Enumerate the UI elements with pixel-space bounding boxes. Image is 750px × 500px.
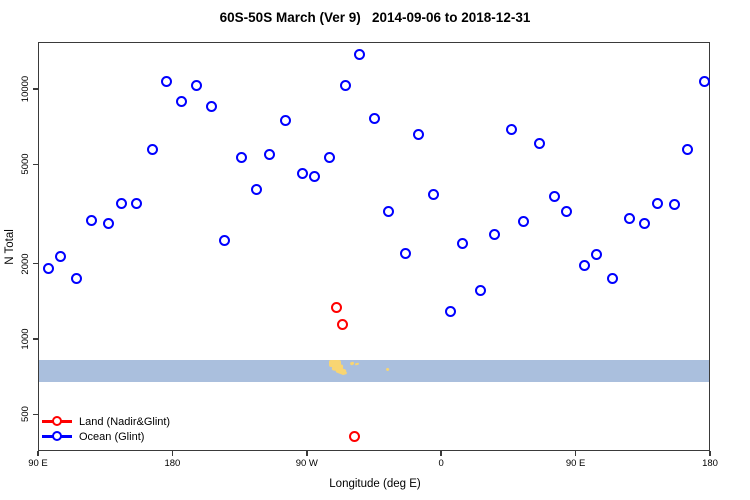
data-point-ocean — [235, 152, 247, 164]
legend: Land (Nadir&Glint) Ocean (Glint) — [42, 414, 170, 444]
data-point-ocean — [263, 149, 275, 161]
legend-item-ocean: Ocean (Glint) — [42, 429, 170, 444]
y-tick-mark — [33, 88, 38, 90]
y-tick-label: 500 — [20, 406, 31, 423]
data-point-ocean — [308, 171, 320, 183]
x-tick-label: 180 — [164, 458, 181, 469]
y-tick-label: 10000 — [20, 75, 31, 103]
data-point-ocean — [668, 199, 680, 211]
x-tick-mark — [171, 451, 174, 456]
data-point-ocean — [86, 214, 98, 226]
data-point-ocean — [623, 213, 635, 225]
x-axis-label: Longitude (deg E) — [329, 478, 421, 490]
y-tick-mark — [33, 413, 38, 415]
latitude-strip-band — [39, 359, 709, 382]
land-legend-symbol — [42, 416, 72, 427]
data-point-ocean — [428, 188, 440, 200]
data-point-ocean — [399, 248, 411, 260]
data-point-ocean — [489, 229, 501, 241]
x-tick-mark — [574, 451, 577, 456]
data-point-ocean — [219, 235, 231, 247]
data-point-ocean — [638, 217, 650, 229]
y-axis-label: N Total — [4, 229, 16, 265]
x-tick-mark — [709, 451, 711, 456]
data-point-ocean — [102, 217, 114, 229]
data-point-ocean — [698, 76, 710, 88]
data-point-ocean — [131, 198, 143, 210]
data-point-ocean — [353, 48, 365, 60]
data-point-ocean — [534, 137, 546, 149]
data-point-ocean — [607, 273, 619, 285]
data-point-ocean — [456, 237, 468, 249]
y-tick-mark — [33, 338, 38, 340]
data-point-ocean — [175, 95, 187, 107]
data-point-ocean — [474, 285, 486, 297]
y-tick-mark — [33, 262, 38, 265]
x-tick-mark — [37, 451, 39, 456]
data-point-ocean — [147, 143, 159, 155]
x-tick-label: 90 E — [28, 458, 48, 469]
legend-item-land: Land (Nadir&Glint) — [42, 414, 170, 429]
data-point-ocean — [250, 183, 262, 195]
data-point-ocean — [591, 249, 602, 261]
ocean-legend-symbol — [42, 431, 72, 442]
data-point-ocean — [383, 205, 395, 217]
data-point-ocean — [340, 80, 352, 92]
data-point-land — [337, 319, 349, 331]
data-point-ocean — [205, 100, 217, 112]
legend-label-ocean: Ocean (Glint) — [79, 430, 145, 443]
data-point-ocean — [682, 143, 694, 155]
data-point-ocean — [444, 305, 456, 317]
x-tick-label: 180 — [702, 458, 718, 469]
data-point-ocean — [549, 191, 561, 203]
x-tick-label: 90 W — [295, 458, 318, 469]
y-tick-label: 1000 — [20, 328, 31, 350]
data-point-ocean — [71, 273, 83, 285]
data-point-land — [331, 301, 343, 313]
x-tick-mark — [306, 451, 308, 456]
data-point-land — [349, 430, 361, 442]
data-point-ocean — [323, 152, 335, 164]
data-point-ocean — [517, 216, 529, 228]
data-point-ocean — [296, 167, 308, 179]
x-tick-mark — [440, 451, 442, 456]
y-tick-label: 5000 — [20, 153, 31, 175]
x-tick-label: 90 E — [565, 458, 586, 469]
data-point-ocean — [505, 124, 517, 136]
data-point-ocean — [190, 80, 202, 92]
data-point-ocean — [116, 198, 128, 210]
data-point-ocean — [368, 113, 380, 125]
data-point-ocean — [413, 129, 425, 141]
data-point-ocean — [280, 115, 292, 127]
chart-title: 60S-50S March (Ver 9) 2014-09-06 to 2018… — [219, 10, 531, 25]
data-point-ocean — [652, 198, 664, 210]
data-point-ocean — [160, 76, 172, 88]
data-point-ocean — [54, 251, 66, 263]
data-point-ocean — [561, 205, 573, 217]
land-circle-icon — [52, 416, 62, 426]
legend-label-land: Land (Nadir&Glint) — [79, 415, 171, 428]
y-tick-label: 2000 — [20, 253, 31, 275]
data-point-ocean — [579, 260, 591, 272]
ocean-circle-icon — [52, 431, 62, 441]
plot-area — [38, 42, 710, 451]
x-tick-label: 0 — [438, 458, 444, 469]
data-point-ocean — [42, 262, 54, 274]
y-tick-mark — [33, 163, 38, 165]
